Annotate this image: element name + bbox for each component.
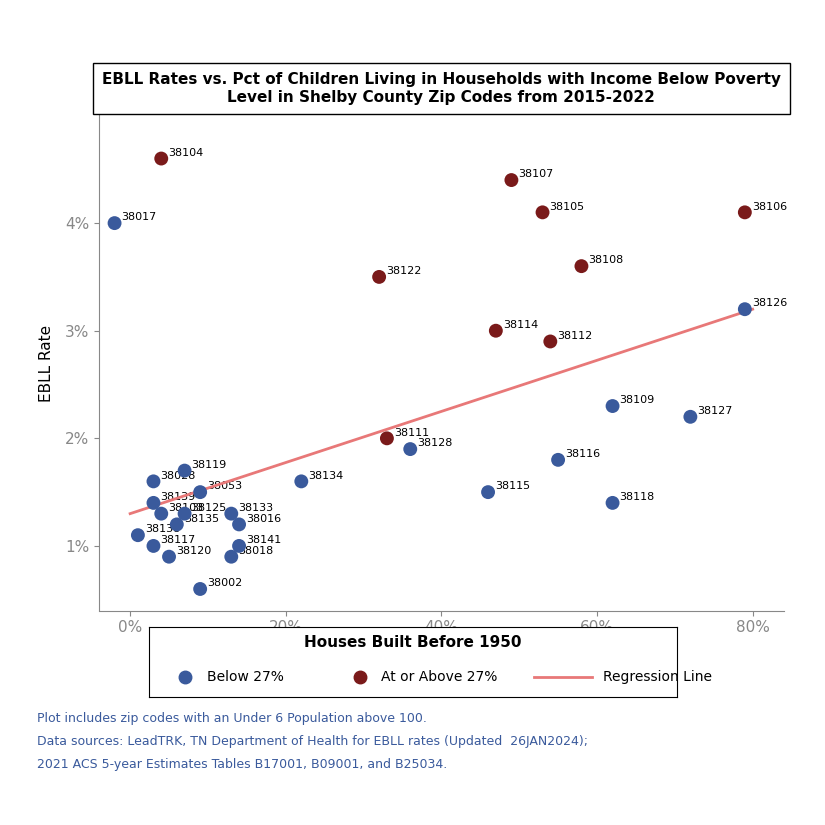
Point [536, 205, 549, 219]
Point [147, 497, 160, 510]
Text: Data sources: LeadTRK, TN Department of Health for EBLL rates (Updated  26JAN202: Data sources: LeadTRK, TN Department of … [37, 735, 588, 748]
Text: 38120: 38120 [176, 546, 211, 556]
Text: 38103: 38103 [168, 503, 203, 513]
Text: 38125: 38125 [191, 503, 227, 513]
Text: Plot includes zip codes with an Under 6 Population above 100.: Plot includes zip codes with an Under 6 … [37, 712, 427, 725]
Point [224, 507, 238, 521]
Point [295, 474, 308, 488]
Text: 38002: 38002 [207, 578, 243, 588]
Text: 38128: 38128 [417, 438, 453, 448]
Text: 38122: 38122 [386, 266, 422, 276]
Text: 38108: 38108 [588, 256, 624, 266]
Text: Regression Line: Regression Line [602, 671, 712, 685]
Text: 38109: 38109 [620, 395, 655, 405]
Point [224, 550, 238, 563]
Text: 38116: 38116 [565, 449, 600, 459]
Text: 38134: 38134 [309, 470, 343, 481]
Text: 38127: 38127 [697, 406, 733, 416]
Text: 38135: 38135 [184, 514, 219, 524]
Text: 38104: 38104 [168, 148, 204, 158]
Text: 38111: 38111 [394, 427, 429, 437]
Point [380, 431, 394, 445]
Point [738, 303, 752, 316]
Point [606, 497, 619, 510]
Point [684, 410, 697, 423]
Text: 38106: 38106 [752, 201, 787, 211]
Point [147, 474, 160, 488]
Text: 38105: 38105 [549, 201, 585, 211]
Point [606, 399, 619, 412]
Point [505, 173, 518, 186]
Point [575, 260, 588, 273]
Text: 38028: 38028 [160, 470, 196, 481]
Text: 38115: 38115 [495, 481, 530, 492]
Text: 38138: 38138 [145, 525, 180, 535]
Point [194, 486, 207, 499]
Point [108, 216, 121, 229]
Text: 38017: 38017 [121, 212, 157, 222]
Text: 38133: 38133 [238, 503, 273, 513]
Text: 38016: 38016 [246, 514, 281, 524]
Point [233, 540, 246, 553]
Text: 38139: 38139 [160, 493, 196, 502]
Text: 38018: 38018 [238, 546, 273, 556]
Point [170, 518, 183, 531]
Point [154, 152, 167, 165]
Y-axis label: EBLL Rate: EBLL Rate [39, 324, 54, 402]
Text: 38053: 38053 [207, 481, 243, 492]
Point [373, 271, 386, 284]
Text: 38141: 38141 [246, 535, 281, 545]
Text: 38112: 38112 [557, 331, 592, 341]
Text: 38107: 38107 [518, 169, 554, 179]
Point [544, 335, 557, 348]
Text: 38117: 38117 [160, 535, 196, 545]
X-axis label: Percentage of Households with Incomes Below Poverty Level: Percentage of Households with Incomes Be… [209, 646, 674, 662]
Title: EBLL Rates vs. Pct of Children Living in Households with Income Below Poverty
Le: EBLL Rates vs. Pct of Children Living in… [101, 73, 781, 105]
Point [489, 324, 502, 337]
Point [738, 205, 752, 219]
Text: 38114: 38114 [502, 320, 538, 330]
Text: 2021 ACS 5-year Estimates Tables B17001, B09001, and B25034.: 2021 ACS 5-year Estimates Tables B17001,… [37, 758, 447, 771]
Text: 38119: 38119 [191, 460, 227, 469]
Point [233, 518, 246, 531]
Point [163, 550, 176, 563]
Point [131, 529, 144, 542]
Point [178, 507, 191, 521]
Point [178, 464, 191, 477]
Point [147, 540, 160, 553]
Text: 38126: 38126 [752, 299, 787, 309]
Text: 38118: 38118 [620, 493, 655, 502]
Point [194, 582, 207, 596]
Point [482, 486, 495, 499]
Point [403, 442, 417, 455]
Point [551, 453, 564, 466]
Text: Below 27%: Below 27% [206, 671, 284, 685]
Text: At or Above 27%: At or Above 27% [381, 671, 497, 685]
Point [154, 507, 167, 521]
Text: Houses Built Before 1950: Houses Built Before 1950 [304, 635, 521, 650]
